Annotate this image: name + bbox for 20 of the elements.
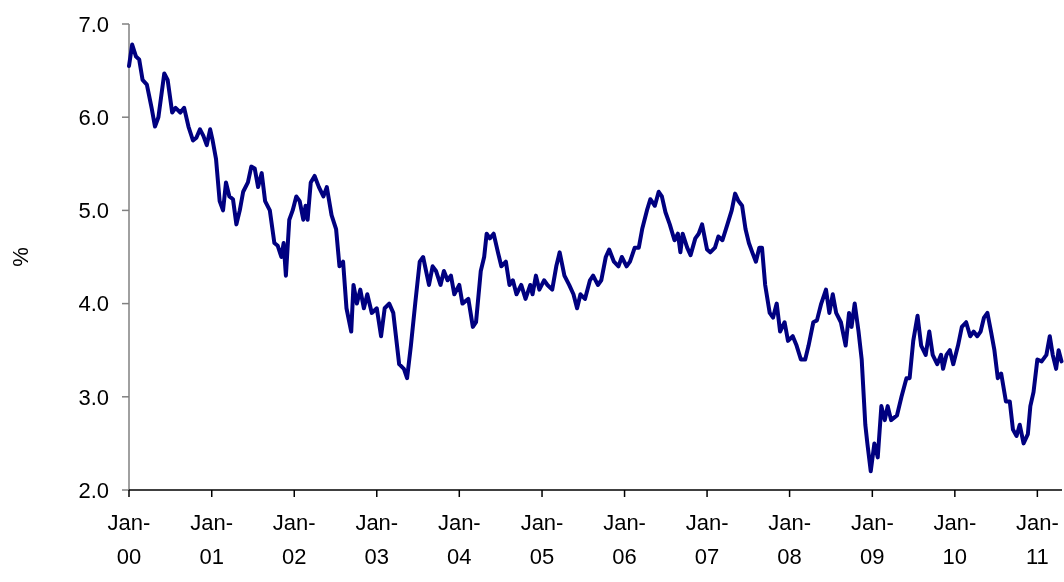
- y-tick-label: 7.0: [78, 11, 109, 37]
- y-tick-label: 6.0: [78, 104, 109, 130]
- x-tick-label: Jan-02: [272, 510, 316, 569]
- y-tick-label: 3.0: [78, 384, 109, 410]
- x-tick-label: Jan-09: [850, 510, 894, 569]
- x-tick-label: Jan-10: [933, 510, 977, 569]
- y-tick-label: 2.0: [78, 477, 109, 503]
- x-tick-label: Jan-00: [107, 510, 151, 569]
- x-tick-label: Jan-11: [1015, 510, 1059, 569]
- x-tick-label: Jan-01: [190, 510, 234, 569]
- x-tick-label: Jan-07: [685, 510, 729, 569]
- y-tick-label: 5.0: [78, 198, 109, 224]
- x-tick-label: Jan-05: [520, 510, 564, 569]
- line-series: [127, 42, 1064, 474]
- x-tick-label: Jan-03: [355, 510, 399, 569]
- y-axis-title: %: [8, 247, 33, 267]
- y-tick-label: 4.0: [78, 291, 109, 317]
- x-tick-label: Jan-08: [768, 510, 811, 569]
- x-tick-label: Jan-06: [603, 510, 646, 569]
- x-tick-label: Jan-04: [437, 510, 481, 569]
